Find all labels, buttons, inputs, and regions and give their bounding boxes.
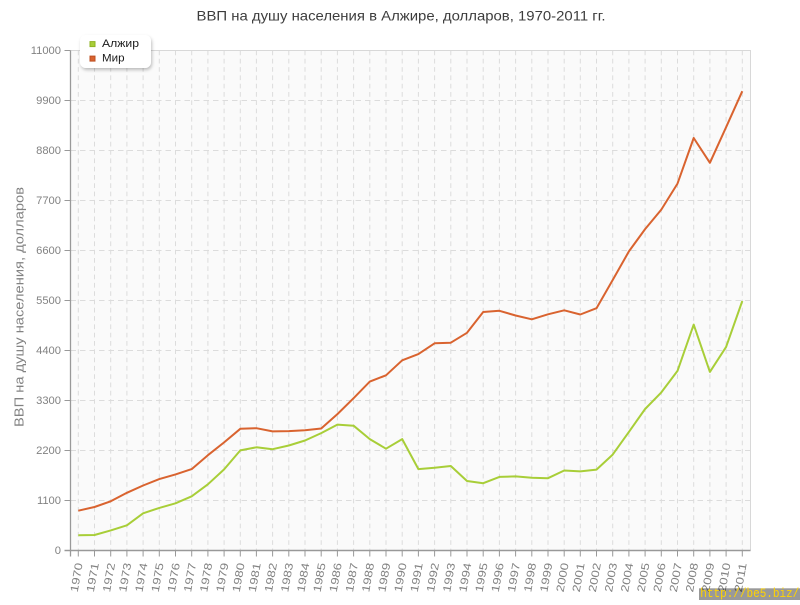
svg-text:1989: 1989 [376, 562, 393, 593]
svg-text:1975: 1975 [150, 562, 167, 593]
svg-text:1990: 1990 [393, 562, 410, 593]
svg-text:1977: 1977 [182, 562, 199, 593]
svg-text:6600: 6600 [36, 245, 61, 257]
svg-text:3300: 3300 [36, 395, 61, 407]
svg-text:1978: 1978 [198, 562, 215, 593]
svg-text:1995: 1995 [474, 562, 491, 593]
svg-text:2004: 2004 [619, 562, 636, 593]
svg-text:1993: 1993 [441, 562, 458, 593]
svg-text:1998: 1998 [522, 562, 539, 593]
svg-text:1981: 1981 [247, 562, 264, 593]
svg-text:1991: 1991 [409, 562, 426, 593]
svg-text:2010: 2010 [717, 562, 734, 593]
svg-text:8800: 8800 [36, 145, 61, 157]
svg-text:2002: 2002 [587, 562, 604, 593]
svg-text:1970: 1970 [69, 562, 86, 593]
svg-text:2005: 2005 [636, 562, 653, 593]
svg-text:Мир: Мир [102, 53, 125, 65]
svg-text:1979: 1979 [215, 562, 232, 593]
svg-text:1994: 1994 [457, 562, 474, 593]
svg-text:9900: 9900 [36, 95, 61, 107]
svg-text:2009: 2009 [700, 562, 717, 593]
svg-text:Алжир: Алжир [102, 38, 139, 50]
svg-text:2007: 2007 [668, 562, 685, 593]
svg-text:2006: 2006 [652, 562, 669, 593]
svg-text:1996: 1996 [490, 562, 507, 593]
svg-text:1972: 1972 [101, 562, 118, 593]
svg-text:5500: 5500 [36, 295, 61, 307]
svg-text:http://be5.biz/: http://be5.biz/ [700, 587, 799, 600]
svg-text:ВВП на душу населения в Алжире: ВВП на душу населения в Алжире, долларов… [197, 8, 606, 24]
svg-text:1987: 1987 [344, 562, 361, 593]
svg-text:1992: 1992 [425, 562, 442, 593]
svg-text:2200: 2200 [36, 445, 61, 457]
svg-text:0: 0 [55, 545, 61, 557]
svg-text:ВВП на душу населения, долларо: ВВП на душу населения, долларов [12, 187, 27, 427]
svg-text:4400: 4400 [36, 345, 61, 357]
svg-text:1999: 1999 [538, 562, 555, 593]
svg-text:7700: 7700 [36, 195, 61, 207]
svg-text:1971: 1971 [85, 562, 102, 593]
svg-text:1985: 1985 [312, 562, 329, 593]
svg-text:1986: 1986 [328, 562, 345, 593]
svg-text:2000: 2000 [555, 562, 572, 593]
svg-text:1997: 1997 [506, 562, 523, 593]
svg-text:11000: 11000 [31, 45, 61, 57]
svg-text:1982: 1982 [263, 562, 280, 593]
svg-text:2008: 2008 [684, 562, 701, 593]
svg-text:1973: 1973 [117, 562, 134, 593]
svg-text:2001: 2001 [571, 562, 588, 593]
svg-text:1988: 1988 [360, 562, 377, 593]
svg-text:1980: 1980 [231, 562, 248, 593]
svg-text:2011: 2011 [733, 562, 750, 593]
svg-text:2003: 2003 [603, 562, 620, 593]
svg-text:1100: 1100 [37, 495, 61, 507]
svg-text:1983: 1983 [279, 562, 296, 593]
svg-text:1984: 1984 [295, 562, 312, 593]
svg-text:1974: 1974 [134, 562, 151, 593]
svg-text:1976: 1976 [166, 562, 183, 593]
